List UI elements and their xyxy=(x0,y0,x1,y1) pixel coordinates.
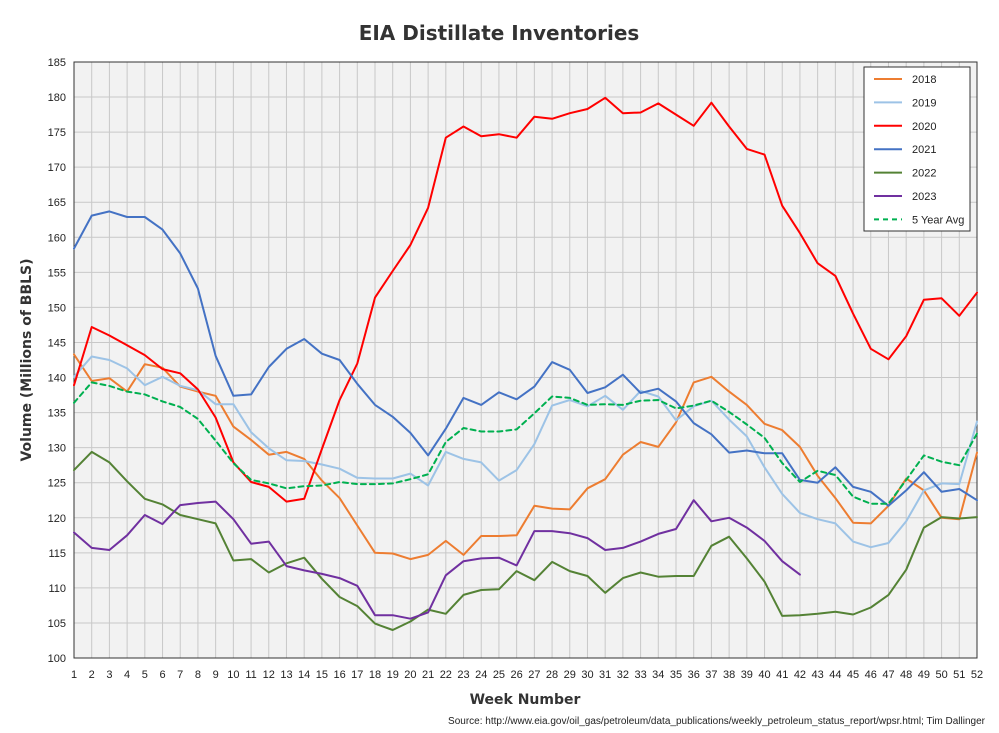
x-tick-label: 36 xyxy=(688,669,700,681)
legend-label: 5 Year Avg xyxy=(912,214,964,226)
x-tick-label: 8 xyxy=(195,669,201,681)
x-tick-labels: 1 2 3 4 5 6 7 8 9 10 11 12 13 14 15 16 17 18 19 20 21 22 23 24 2… xyxy=(71,669,983,681)
x-tick-label: 21 xyxy=(422,669,434,681)
y-tick-label: 160 xyxy=(48,232,66,244)
x-tick-label: 42 xyxy=(794,669,806,681)
x-tick-label: 17 xyxy=(351,669,363,681)
x-tick-label: 6 xyxy=(159,669,165,681)
y-tick-label: 155 xyxy=(48,267,66,279)
x-tick-label: 41 xyxy=(776,669,788,681)
x-tick-label: 23 xyxy=(457,669,469,681)
x-tick-label: 35 xyxy=(670,669,682,681)
x-tick-label: 25 xyxy=(493,669,505,681)
x-tick-label: 39 xyxy=(741,669,753,681)
x-tick-label: 2 xyxy=(89,669,95,681)
x-tick-label: 20 xyxy=(404,669,416,681)
x-tick-label: 28 xyxy=(546,669,558,681)
x-tick-label: 27 xyxy=(528,669,540,681)
y-tick-label: 130 xyxy=(48,443,66,455)
x-tick-label: 47 xyxy=(882,669,894,681)
x-tick-label: 5 xyxy=(142,669,148,681)
x-tick-label: 40 xyxy=(758,669,770,681)
x-tick-label: 50 xyxy=(935,669,947,681)
y-tick-label: 170 xyxy=(48,162,66,174)
y-tick-label: 135 xyxy=(48,408,66,420)
source-note: Source: http://www.eia.gov/oil_gas/petro… xyxy=(448,716,986,727)
x-tick-label: 46 xyxy=(865,669,877,681)
plot-border xyxy=(73,61,978,659)
x-tick-label: 11 xyxy=(245,669,256,681)
x-tick-label: 10 xyxy=(227,669,239,681)
x-tick-label: 19 xyxy=(387,669,399,681)
chart-title: EIA Distillate Inventories xyxy=(359,21,640,45)
y-tick-label: 140 xyxy=(48,373,66,385)
y-axis-title: Volume (Millions of BBLS) xyxy=(19,258,35,461)
x-tick-label: 30 xyxy=(581,669,593,681)
x-tick-label: 3 xyxy=(106,669,112,681)
x-tick-label: 52 xyxy=(971,669,983,681)
x-tick-label: 4 xyxy=(124,669,130,681)
y-tick-label: 105 xyxy=(48,618,66,630)
x-tick-label: 1 xyxy=(71,669,77,681)
y-tick-label: 165 xyxy=(48,197,66,209)
y-tick-label: 115 xyxy=(48,548,66,560)
plot-area xyxy=(74,62,977,658)
x-tick-label: 31 xyxy=(599,669,611,681)
x-tick-label: 33 xyxy=(634,669,646,681)
x-tick-label: 49 xyxy=(918,669,930,681)
y-tick-label: 120 xyxy=(48,513,66,525)
legend-label: 2020 xyxy=(912,121,936,133)
legend-label: 2022 xyxy=(912,168,936,180)
x-tick-label: 37 xyxy=(705,669,717,681)
series-line-2021 xyxy=(73,210,978,507)
y-tick-label: 185 xyxy=(48,57,66,69)
series-lines xyxy=(73,96,978,631)
x-tick-label: 9 xyxy=(213,669,219,681)
x-tick-label: 34 xyxy=(652,669,664,681)
x-tick-label: 15 xyxy=(316,669,328,681)
legend-label: 2019 xyxy=(912,97,936,109)
x-axis-title: Week Number xyxy=(470,692,581,708)
series-line-2023 xyxy=(73,499,801,620)
x-tick-label: 13 xyxy=(280,669,292,681)
y-tick-label: 100 xyxy=(48,653,66,665)
x-tick-label: 48 xyxy=(900,669,912,681)
x-tick-label: 29 xyxy=(564,669,576,681)
x-tick-label: 26 xyxy=(511,669,523,681)
y-tick-label: 145 xyxy=(48,337,66,349)
y-tick-label: 125 xyxy=(48,478,66,490)
x-tick-label: 24 xyxy=(475,669,487,681)
y-tick-label: 110 xyxy=(48,583,66,595)
x-tick-label: 38 xyxy=(723,669,735,681)
series-line-2018 xyxy=(73,353,978,561)
legend-label: 2021 xyxy=(912,144,936,156)
x-tick-label: 18 xyxy=(369,669,381,681)
x-tick-label: 43 xyxy=(812,669,824,681)
x-tick-label: 44 xyxy=(829,669,841,681)
legend-label: 2018 xyxy=(912,74,936,86)
x-tick-label: 45 xyxy=(847,669,859,681)
series-line-2022 xyxy=(73,450,978,631)
y-tick-label: 150 xyxy=(48,302,66,314)
y-tick-labels: 100 105 110 115 120 125 130 135 140 145 150 155 160 1… xyxy=(48,57,66,665)
legend: 2018 2019 2020 2021 2022 2023 5 Year Avg xyxy=(863,66,971,232)
series-line-2019 xyxy=(73,355,978,549)
y-tick-label: 175 xyxy=(48,127,66,139)
x-tick-label: 7 xyxy=(177,669,183,681)
x-tick-label: 14 xyxy=(298,669,310,681)
x-tick-label: 32 xyxy=(617,669,629,681)
y-tick-label: 180 xyxy=(48,92,66,104)
x-tick-label: 16 xyxy=(333,669,345,681)
x-tick-label: 51 xyxy=(953,669,965,681)
x-tick-label: 22 xyxy=(440,669,452,681)
series-line-5-year-avg xyxy=(73,381,978,505)
series-line-2020 xyxy=(73,96,978,503)
x-tick-label: 12 xyxy=(263,669,275,681)
legend-label: 2023 xyxy=(912,191,936,203)
